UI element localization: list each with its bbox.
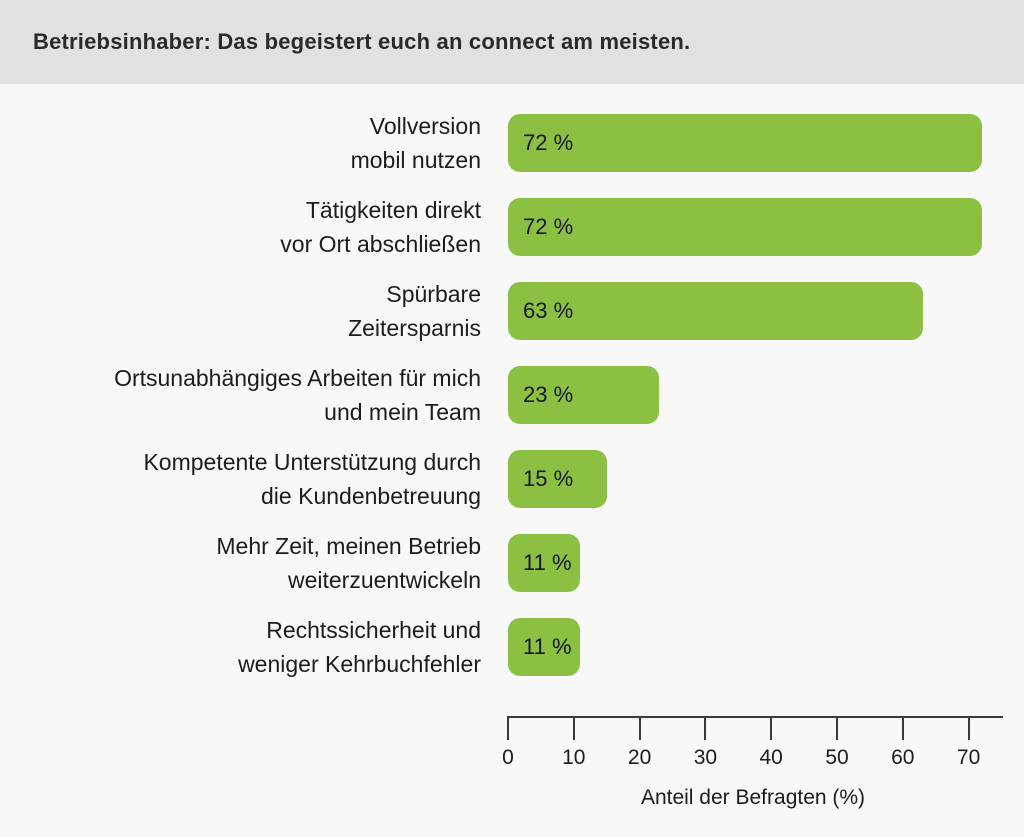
bar-row: Spürbare Zeitersparnis 63 %	[0, 269, 1024, 353]
x-axis-line	[508, 716, 1003, 718]
category-label-line: die Kundenbetreuung	[261, 483, 481, 509]
bar-value-label: 72 %	[523, 214, 574, 239]
category-label-line: Kompetente Unterstützung durch	[143, 449, 481, 475]
bar: 11 %	[508, 618, 581, 676]
category-label: Tätigkeiten direkt vor Ort abschließen	[0, 193, 508, 261]
bar-value-label: 23 %	[523, 382, 574, 407]
x-axis-tick-label: 10	[562, 746, 586, 769]
category-label-line: weiterzuentwickeln	[287, 567, 481, 593]
bar-row: Tätigkeiten direkt vor Ort abschließen 72 …	[0, 185, 1024, 269]
x-axis-tick-label: 70	[956, 746, 981, 769]
bar-track: 11 %	[508, 534, 1024, 592]
category-label-line: Mehr Zeit, meinen Betrieb	[216, 533, 481, 559]
category-label-line: Vollversion	[369, 113, 481, 139]
x-axis-tick-label: 20	[627, 746, 652, 769]
category-label-line: Zeitersparnis	[348, 315, 481, 341]
category-label-line: Rechtssicherheit und	[266, 617, 481, 643]
category-label-line: Spürbare	[386, 281, 481, 307]
bar-row: Ortsunabhängiges Arbeiten für mich und me…	[0, 353, 1024, 437]
bar-row: Vollversion mobil nutzen 72 %	[0, 101, 1024, 185]
bar-value-label: 11 %	[523, 634, 572, 659]
bar-value-label: 72 %	[523, 130, 574, 155]
category-label: Kompetente Unterstützung durch die Kunden…	[0, 445, 508, 513]
title-band: Betriebsinhaber: Das begeistert euch an …	[0, 0, 1024, 84]
x-axis-tick-label: 0	[502, 746, 514, 769]
x-axis-tick	[638, 716, 641, 740]
category-label: Mehr Zeit, meinen Betrieb weiterzuentwick…	[0, 529, 508, 597]
bar-track: 72 %	[508, 198, 1024, 256]
x-axis-tick-label: 30	[693, 746, 718, 769]
bar: 23 %	[508, 366, 660, 424]
x-axis-tick	[967, 716, 970, 740]
category-label-line: Tätigkeiten direkt	[305, 197, 481, 223]
x-axis-tick	[572, 716, 575, 740]
x-axis-tick	[770, 716, 773, 740]
category-label-line: Ortsunabhängiges Arbeiten für mich	[114, 365, 481, 391]
bar: 63 %	[508, 282, 923, 340]
category-label-line: und mein Team	[324, 399, 481, 425]
x-axis-tick	[704, 716, 707, 740]
category-label: Ortsunabhängiges Arbeiten für mich und me…	[0, 361, 508, 429]
bar-row: Rechtssicherheit und weniger Kehrbuchfehl…	[0, 605, 1024, 689]
x-axis-tick-label: 40	[759, 746, 783, 769]
chart-title: Betriebsinhaber: Das begeistert euch an …	[33, 29, 691, 54]
x-axis: 0 10 20 30 40 50 60 70 Anteil der Befragten (%)	[502, 716, 1003, 826]
x-axis-title: Anteil der Befragten (%)	[640, 786, 866, 809]
bar: 72 %	[508, 198, 982, 256]
bar-track: 23 %	[508, 366, 1024, 424]
x-axis-tick-label: 60	[891, 746, 915, 769]
bar: 11 %	[508, 534, 581, 592]
category-label-line: weniger Kehrbuchfehler	[238, 651, 481, 677]
bar: 15 %	[508, 450, 607, 508]
bar-track: 63 %	[508, 282, 1024, 340]
bar: 72 %	[508, 114, 982, 172]
x-axis-tick	[901, 716, 904, 740]
bar-value-label: 15 %	[523, 466, 574, 491]
bar-track: 72 %	[508, 114, 1024, 172]
bar-row: Mehr Zeit, meinen Betrieb weiterzuentwick…	[0, 521, 1024, 605]
category-label: Rechtssicherheit und weniger Kehrbuchfehl…	[0, 613, 508, 681]
bar-value-label: 63 %	[523, 298, 574, 323]
bar-row: Kompetente Unterstützung durch die Kunden…	[0, 437, 1024, 521]
category-label-line: vor Ort abschließen	[280, 231, 481, 257]
category-label-line: mobil nutzen	[350, 147, 481, 173]
category-label: Vollversion mobil nutzen	[0, 109, 508, 177]
bar-rows: Vollversion mobil nutzen 72 % Tätigkeiten d…	[0, 101, 1024, 689]
x-axis-tick-label: 50	[825, 746, 849, 769]
x-axis-tick	[836, 716, 838, 740]
bar-track: 11 %	[508, 618, 1024, 676]
bar-track: 15 %	[508, 450, 1024, 508]
x-axis-tick	[507, 716, 509, 740]
category-label: Spürbare Zeitersparnis	[0, 277, 508, 345]
bar-value-label: 11 %	[523, 550, 572, 575]
